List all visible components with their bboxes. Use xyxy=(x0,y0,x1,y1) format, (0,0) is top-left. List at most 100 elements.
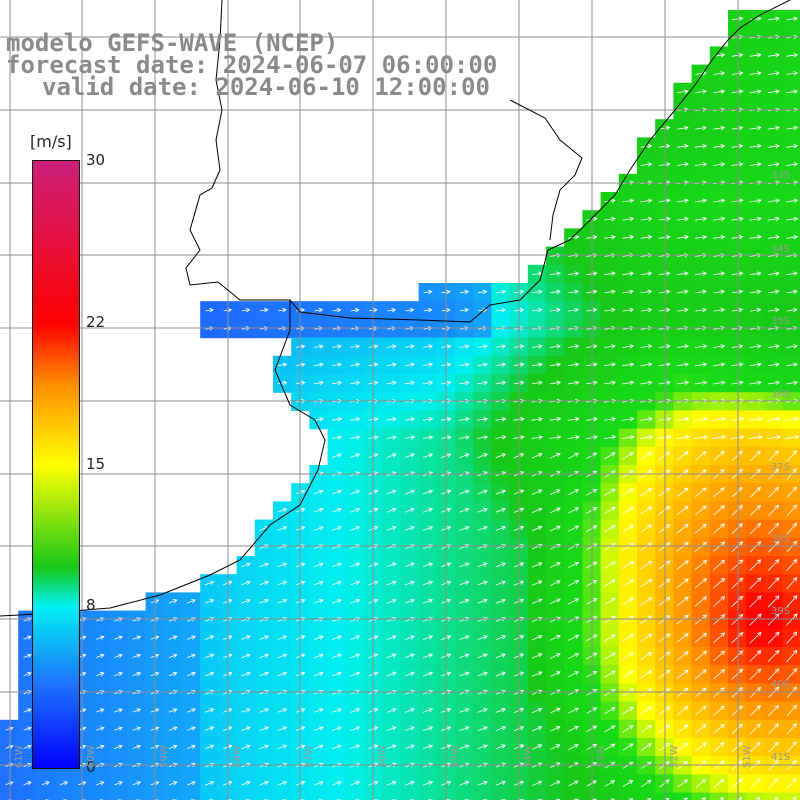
wind-speed-cell xyxy=(618,647,638,666)
wind-speed-cell xyxy=(600,556,620,575)
wind-arrow xyxy=(404,635,415,640)
colorbar-tick-label: 22 xyxy=(86,312,106,331)
wind-arrow xyxy=(168,599,178,604)
wind-speed-cell xyxy=(564,683,583,703)
wind-arrow xyxy=(622,380,635,386)
wind-speed-cell xyxy=(0,792,19,800)
wind-arrow xyxy=(731,613,744,626)
wind-arrow xyxy=(350,562,361,568)
wind-arrow xyxy=(786,234,799,240)
wind-arrow xyxy=(713,89,726,94)
wind-arrow xyxy=(749,541,762,553)
wind-arrow xyxy=(386,562,397,568)
wind-speed-cell xyxy=(618,665,638,684)
wind-speed-cell xyxy=(618,446,638,466)
wind-speed-cell xyxy=(546,446,565,466)
wind-arrow xyxy=(531,671,543,677)
wind-arrow xyxy=(459,598,470,604)
wind-arrow xyxy=(41,781,50,786)
wind-arrow xyxy=(114,671,123,677)
wind-arrow xyxy=(495,744,507,750)
wind-speed-cell xyxy=(746,446,765,466)
wind-arrow xyxy=(695,271,708,276)
wind-arrow xyxy=(768,344,780,349)
wind-speed-cell xyxy=(618,519,638,539)
wind-arrow xyxy=(495,635,507,641)
wind-speed-cell xyxy=(618,774,638,794)
wind-arrow xyxy=(786,52,799,58)
wind-arrow xyxy=(550,726,561,732)
wind-arrow xyxy=(695,216,708,222)
wind-arrow xyxy=(204,708,215,713)
wind-arrow xyxy=(658,487,671,497)
wind-speed-cell xyxy=(473,792,492,800)
wind-arrow xyxy=(277,507,288,513)
wind-arrow xyxy=(676,523,689,534)
wind-arrow xyxy=(713,198,726,204)
wind-arrow xyxy=(277,526,288,531)
wind-speed-cell xyxy=(637,774,656,794)
wind-arrow xyxy=(495,307,507,313)
wind-arrow xyxy=(713,289,726,295)
colorbar-tick-label: 30 xyxy=(86,151,106,169)
wind-arrow xyxy=(712,416,727,422)
wind-arrow xyxy=(96,744,105,749)
wind-speed-cell xyxy=(637,701,656,721)
wind-speed-cell xyxy=(691,610,711,630)
wind-speed-cell xyxy=(691,628,711,648)
wind-speed-cell xyxy=(327,792,347,800)
wind-arrow xyxy=(694,541,707,552)
wind-arrow xyxy=(241,726,251,731)
wind-arrow xyxy=(713,307,726,313)
wind-speed-cell xyxy=(728,647,747,666)
wind-speed-cell xyxy=(600,756,620,775)
wind-arrow xyxy=(422,562,434,568)
wind-arrow xyxy=(604,670,616,678)
wind-arrow xyxy=(168,671,178,677)
wind-speed-cell xyxy=(673,683,693,703)
wind-speed-cell xyxy=(764,483,784,502)
wind-arrow xyxy=(694,362,708,367)
wind-speed-cell xyxy=(564,792,583,800)
wind-arrow xyxy=(731,344,744,349)
wind-arrow xyxy=(495,453,507,459)
wind-speed-cell xyxy=(691,574,711,593)
wind-arrow xyxy=(241,653,251,659)
wind-arrow xyxy=(186,744,196,749)
wind-arrow xyxy=(531,616,543,623)
wind-arrow xyxy=(549,271,562,276)
wind-speed-cell xyxy=(637,647,656,666)
wind-speed-cell xyxy=(691,683,711,703)
wind-arrow xyxy=(332,708,342,713)
wind-speed-cell xyxy=(746,501,765,521)
wind-arrow xyxy=(550,489,561,495)
wind-arrow xyxy=(568,489,580,496)
wind-arrow xyxy=(241,671,251,677)
wind-speed-cell xyxy=(491,792,511,800)
wind-arrow xyxy=(786,486,798,498)
wind-arrow xyxy=(241,780,251,786)
wind-arrow xyxy=(404,507,415,513)
wind-arrow xyxy=(640,560,653,570)
wind-arrow xyxy=(767,416,781,422)
wind-speed-cell xyxy=(600,501,620,521)
wind-arrow xyxy=(712,614,726,626)
wind-speed-cell xyxy=(673,483,693,502)
wind-arrow xyxy=(549,634,561,641)
wind-arrow xyxy=(640,198,653,204)
wind-arrow xyxy=(712,632,726,644)
wind-arrow xyxy=(531,435,544,440)
wind-speed-cell xyxy=(600,610,620,630)
wind-arrow xyxy=(459,653,470,659)
wind-speed-cell xyxy=(673,574,693,593)
wind-arrow xyxy=(731,505,744,516)
wind-arrow xyxy=(786,576,798,590)
wind-arrow xyxy=(748,434,763,440)
wind-arrow xyxy=(204,580,215,586)
wind-speed-cell xyxy=(746,719,765,739)
wind-arrow xyxy=(531,380,543,386)
forecast-date: forecast date: 2024-06-07 06:00:00 xyxy=(6,51,498,79)
wind-arrow xyxy=(658,615,671,625)
wind-speed-cell xyxy=(728,774,747,794)
